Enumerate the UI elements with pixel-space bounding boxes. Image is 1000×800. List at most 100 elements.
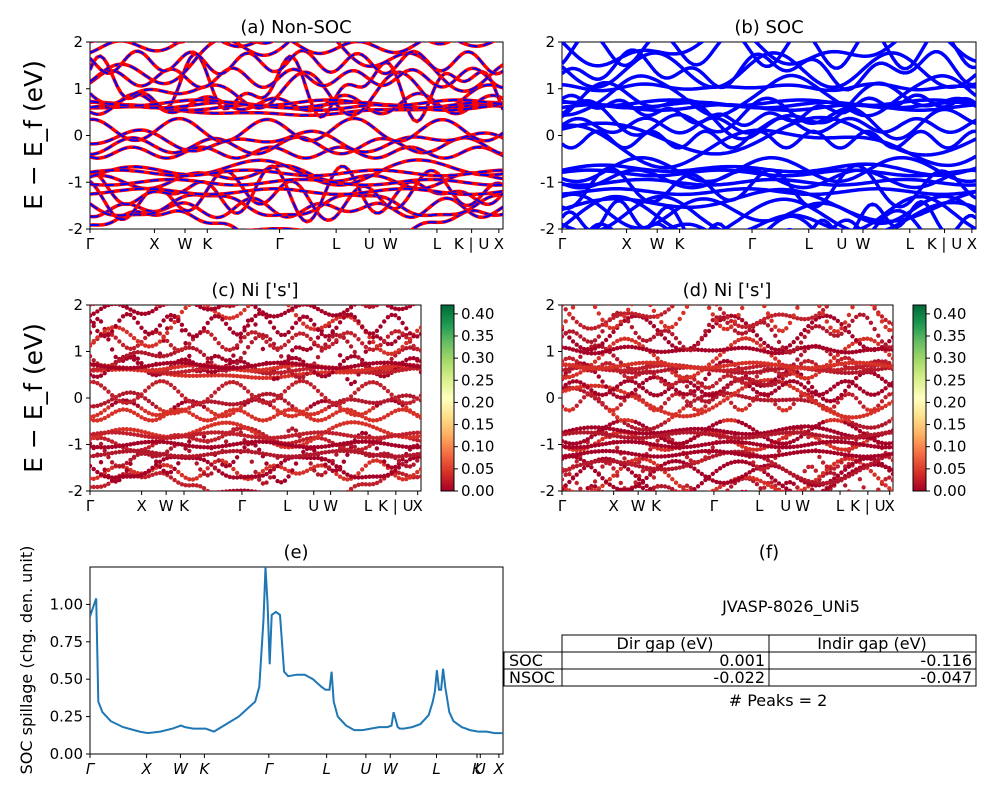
band-point xyxy=(747,447,752,452)
band-point xyxy=(286,434,291,439)
band-point xyxy=(743,376,749,381)
band-point xyxy=(832,333,837,338)
band-point xyxy=(198,431,203,436)
band-point xyxy=(714,403,719,408)
band-point xyxy=(216,400,221,405)
band-point xyxy=(725,315,730,320)
band-point xyxy=(400,361,405,367)
band-point xyxy=(714,421,719,426)
band-point xyxy=(710,445,715,450)
band-point xyxy=(242,440,247,445)
x-tick-label: L xyxy=(364,497,373,515)
band-point xyxy=(876,346,881,352)
band-point xyxy=(596,350,601,356)
band-point xyxy=(271,398,277,403)
band-point xyxy=(637,294,641,298)
band-point xyxy=(374,380,380,386)
band-point xyxy=(146,474,151,479)
band-point xyxy=(98,484,104,489)
band-point xyxy=(216,436,221,441)
band-point xyxy=(180,290,184,294)
band-point xyxy=(385,412,391,418)
band-point xyxy=(585,460,590,466)
band-point xyxy=(367,331,372,336)
band-point xyxy=(106,291,110,295)
band-point xyxy=(165,330,170,336)
band-point xyxy=(91,444,96,449)
band-point xyxy=(337,334,343,339)
band-point xyxy=(91,358,96,363)
band-point xyxy=(407,475,413,480)
band-point xyxy=(238,365,243,370)
band-point xyxy=(784,345,789,350)
band-point xyxy=(212,390,218,395)
band-point xyxy=(678,297,682,301)
band-point xyxy=(330,412,335,417)
band-point xyxy=(279,410,284,416)
band-point xyxy=(721,374,726,380)
y-tick-label: -2 xyxy=(68,220,83,238)
band-point xyxy=(304,436,310,441)
band-point xyxy=(622,390,627,395)
band-point xyxy=(385,454,391,459)
band-point xyxy=(415,358,420,363)
band-point xyxy=(740,380,745,385)
x-tick-label: L xyxy=(906,235,915,253)
band-point xyxy=(589,339,594,345)
band-point xyxy=(404,326,409,331)
band-point xyxy=(637,481,642,487)
band-point xyxy=(385,398,391,403)
band-point xyxy=(615,445,620,450)
x-tick-label: K xyxy=(179,497,190,515)
band-point xyxy=(117,464,122,469)
band-point xyxy=(596,311,601,316)
band-point xyxy=(824,427,829,432)
band-point xyxy=(589,465,594,470)
band-point xyxy=(611,473,616,478)
band-point xyxy=(600,379,605,384)
band-point xyxy=(618,418,623,423)
band-point xyxy=(798,340,804,345)
band-point xyxy=(246,507,250,511)
band-point xyxy=(604,305,608,306)
band-point xyxy=(242,399,247,405)
band-point xyxy=(271,314,277,319)
band-point xyxy=(220,383,225,388)
band-point xyxy=(843,355,848,360)
band-point xyxy=(220,444,225,449)
band-point xyxy=(195,492,199,496)
band-point xyxy=(212,373,218,378)
band-point xyxy=(666,386,671,392)
band-point xyxy=(143,294,147,298)
band-point xyxy=(235,305,240,307)
band-point xyxy=(157,379,163,384)
band-point xyxy=(146,344,151,349)
band-point xyxy=(295,305,297,306)
band-point xyxy=(308,438,313,443)
band-point xyxy=(670,370,675,375)
band-point xyxy=(578,426,583,431)
band-point xyxy=(157,470,163,476)
band-point xyxy=(179,434,185,439)
band-point xyxy=(264,417,269,423)
band-point xyxy=(231,346,236,351)
band-point xyxy=(190,477,196,482)
band-point xyxy=(220,414,225,419)
band-point xyxy=(843,346,848,352)
band-point xyxy=(626,487,631,491)
band-point xyxy=(275,453,280,459)
band-point xyxy=(165,452,170,458)
band-point xyxy=(411,452,416,457)
band-point xyxy=(408,283,412,287)
band-point xyxy=(389,470,394,476)
band-point xyxy=(341,365,346,370)
band-point xyxy=(253,368,258,373)
band-point xyxy=(143,440,148,445)
band-point xyxy=(113,463,118,468)
band-point xyxy=(824,328,829,334)
band-point xyxy=(179,482,185,487)
band-point xyxy=(106,451,111,456)
band-point xyxy=(337,353,343,358)
band-point xyxy=(389,410,394,416)
band-point xyxy=(692,346,697,351)
